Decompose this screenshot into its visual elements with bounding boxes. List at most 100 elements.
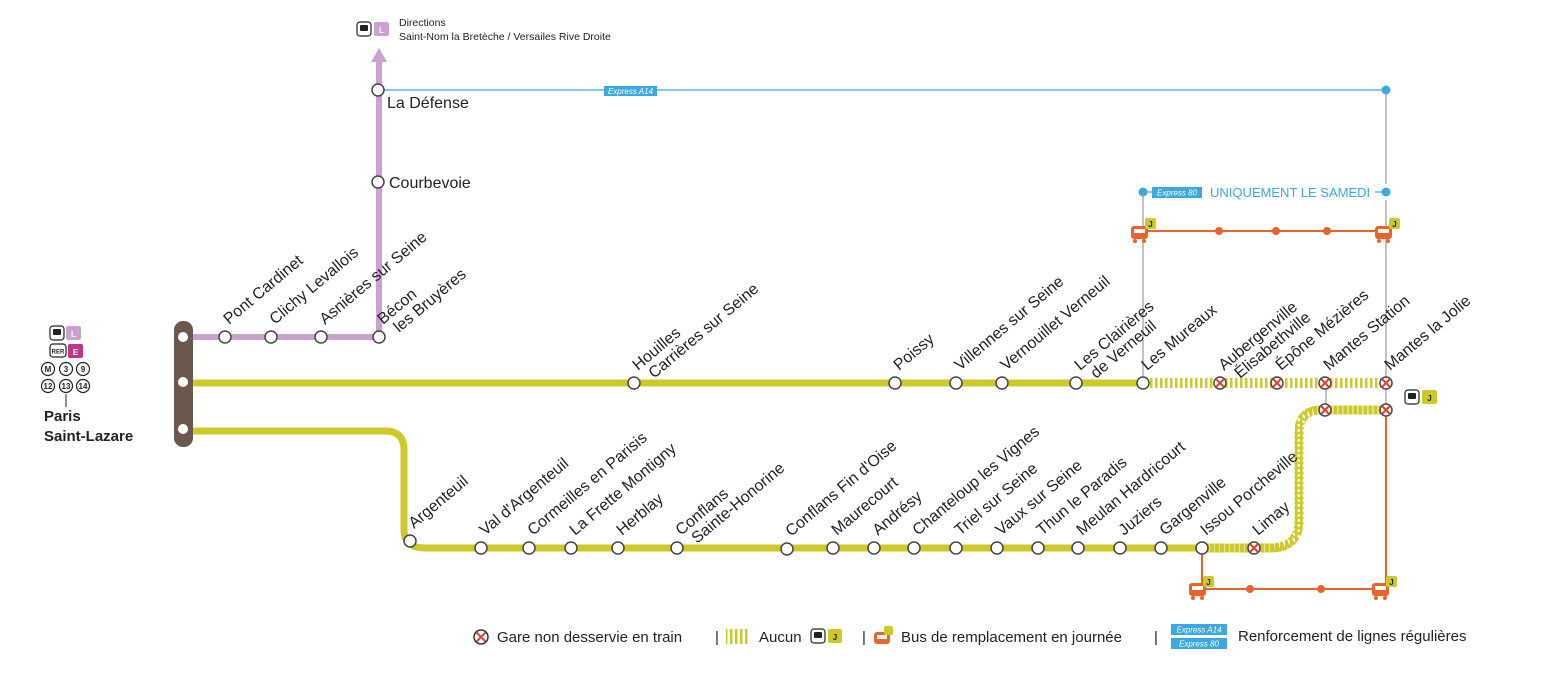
- hub-name-line1: Paris: [44, 408, 81, 425]
- svg-text:J: J: [1148, 220, 1152, 229]
- express-a14-badge: [604, 86, 657, 96]
- station-label: Poissy: [891, 331, 938, 374]
- no-train-section: [1202, 405, 1386, 553]
- bus-icon: J: [1372, 576, 1397, 600]
- bus-line-south: [1201, 410, 1387, 590]
- line-e-badge: [68, 344, 83, 358]
- closed-station-icon: [1249, 543, 1259, 553]
- station-marker: [564, 541, 578, 555]
- station-marker: [627, 376, 641, 390]
- direction-title: Directions: [399, 17, 446, 29]
- closed-station-icon: [1320, 378, 1330, 388]
- direction-destinations: Saint-Nom la Bretèche / Versailes Rive D…: [399, 31, 611, 43]
- station-marker: [888, 376, 902, 390]
- closed-station-icon: [1272, 378, 1282, 388]
- station-label-line2: Carrières sur Seine: [646, 280, 763, 382]
- station-marker: [403, 534, 417, 548]
- no-train-swatch: [726, 629, 748, 644]
- svg-text:Express 80: Express 80: [1157, 189, 1198, 198]
- station-marker: [990, 541, 1004, 555]
- station-marker: [314, 330, 328, 344]
- line-j-conflans-path: [183, 427, 1202, 552]
- station-marker: [218, 330, 232, 344]
- arrow-up-icon: [371, 48, 387, 62]
- station: [1318, 403, 1332, 417]
- station-marker: [1069, 376, 1083, 390]
- station-marker: [522, 541, 536, 555]
- station-marker: [264, 330, 278, 344]
- station-label: Courbevoie: [389, 175, 471, 192]
- bus-icon: J: [1189, 576, 1214, 600]
- svg-text:12: 12: [44, 382, 53, 391]
- closed-station-icon: [473, 629, 489, 645]
- express-a14-badge: [1171, 624, 1227, 635]
- station-marker: [867, 541, 881, 555]
- closed-station-icon: [1320, 405, 1330, 415]
- line-j-badge: [1422, 390, 1437, 404]
- closed-station-icon: [1381, 378, 1391, 388]
- station: [1379, 403, 1393, 417]
- bus-icon: J: [1131, 218, 1156, 243]
- saturday-note: UNIQUEMENT LE SAMEDI: [1210, 185, 1370, 200]
- station: La Défense: [371, 83, 469, 112]
- svg-text:Express A14: Express A14: [608, 87, 654, 96]
- svg-text:Express 80: Express 80: [1179, 640, 1220, 649]
- svg-text:Express A14: Express A14: [1176, 626, 1222, 635]
- svg-text:3: 3: [64, 365, 69, 374]
- svg-text:E: E: [73, 348, 79, 357]
- svg-text:J: J: [1427, 394, 1431, 403]
- svg-text:L: L: [379, 26, 384, 35]
- no-train-section: [1143, 378, 1386, 388]
- station: Courbevoie: [371, 175, 471, 192]
- legend-reinforce-label: Renforcement de lignes régulières: [1238, 628, 1466, 645]
- svg-text:J: J: [1392, 220, 1396, 229]
- svg-text:RER: RER: [52, 350, 65, 356]
- direction-badges: L: [356, 21, 389, 37]
- station-marker: [949, 541, 963, 555]
- svg-text:J: J: [833, 633, 837, 642]
- station-label: Limay: [1250, 499, 1294, 539]
- hub-name-line2: Saint-Lazare: [44, 428, 133, 445]
- terminus-badges: J: [1404, 389, 1437, 405]
- metro-icon: [40, 361, 56, 377]
- station-label: Argenteuil: [406, 473, 472, 532]
- svg-text:|: |: [1154, 629, 1158, 646]
- svg-text:J: J: [1389, 578, 1393, 587]
- station-marker: [670, 541, 684, 555]
- legend-separator: |: [715, 629, 719, 646]
- svg-text:|: |: [862, 629, 866, 646]
- station-marker: [1136, 376, 1150, 390]
- station-marker: [474, 541, 488, 555]
- station-marker: [949, 376, 963, 390]
- station-marker: [1031, 541, 1045, 555]
- line-l-badge: [66, 326, 81, 340]
- station: Argenteuil: [403, 473, 472, 548]
- line-l-badge: [374, 22, 389, 36]
- station-label: La Défense: [387, 95, 469, 112]
- legend-closed-label: Gare non desservie en train: [497, 629, 682, 646]
- svg-text:14: 14: [79, 382, 88, 391]
- station-marker: [1071, 541, 1085, 555]
- bus-icon: [874, 626, 893, 644]
- hub-badges: L RER E M 3 9 12 13 14: [40, 325, 91, 407]
- rer-icon: [49, 343, 67, 358]
- station-label: Pont Cardinet: [221, 252, 307, 328]
- station: Mantes Station: [1318, 292, 1413, 390]
- station-marker: [780, 542, 794, 556]
- bus-icon: J: [1375, 218, 1400, 243]
- svg-text:L: L: [71, 330, 76, 339]
- express-80-badge: [1152, 187, 1202, 198]
- station-marker: [371, 175, 385, 189]
- station-marker: [995, 376, 1009, 390]
- legend-bus-label: Bus de remplacement en journée: [901, 629, 1122, 646]
- svg-text:13: 13: [62, 382, 71, 391]
- station-marker: [1113, 541, 1127, 555]
- station-marker: [907, 541, 921, 555]
